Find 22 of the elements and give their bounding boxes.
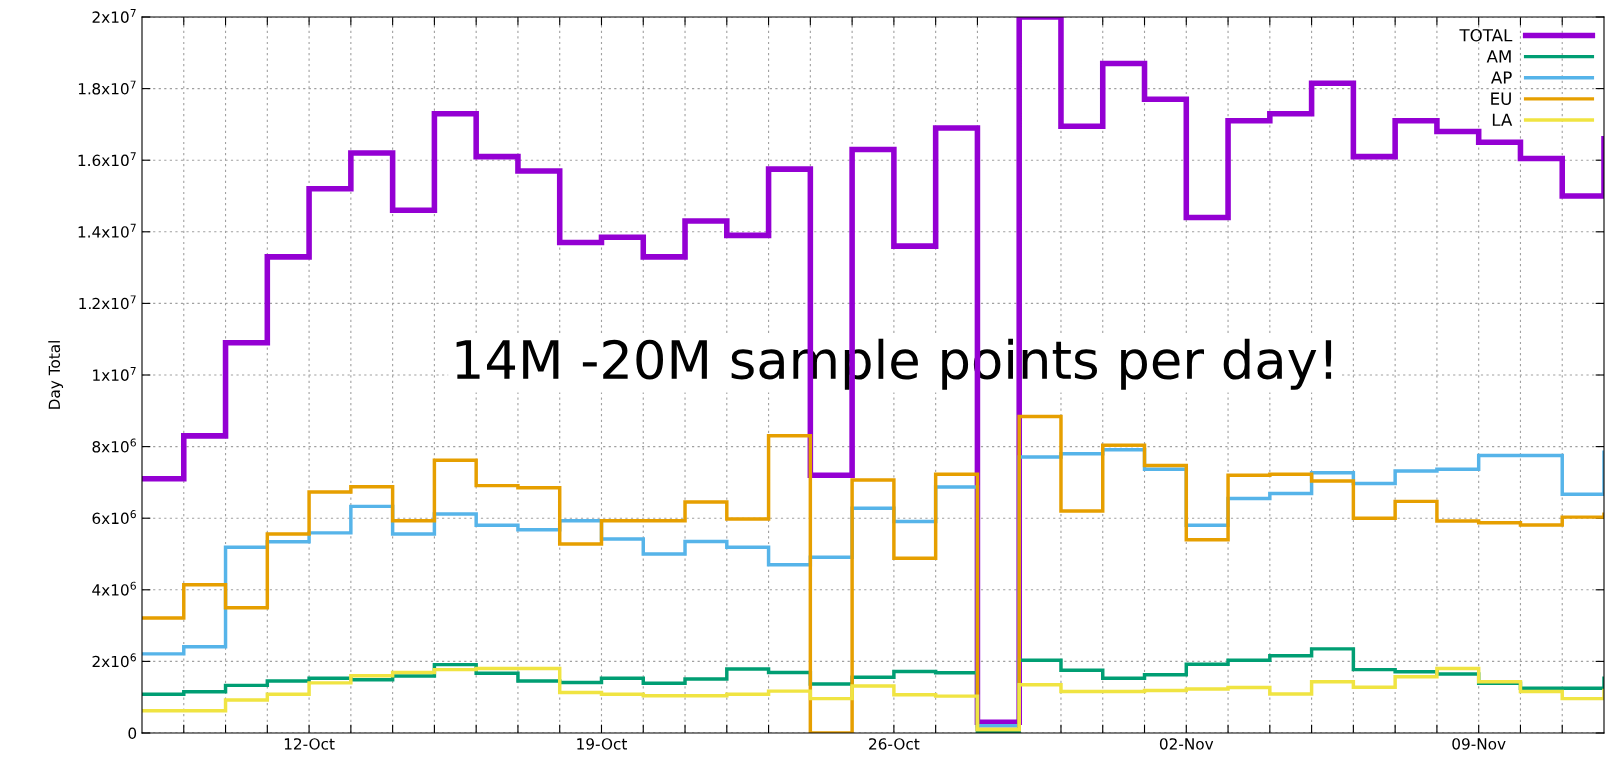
y-tick-label: 4x10$^{6}$ [92, 581, 136, 596]
legend-label: LA [1492, 113, 1513, 126]
legend-label: AP [1491, 71, 1512, 84]
y-tick-label: 0 [128, 727, 137, 740]
x-tick-label: 09-Nov [1452, 738, 1506, 750]
y-tick-label: 1.8x10$^{7}$ [78, 80, 136, 95]
y-tick-label: 1.2x10$^{7}$ [79, 295, 136, 310]
y-tick-label: 2x10$^{7}$ [92, 9, 136, 23]
y-tick-label: 1.6x10$^{7}$ [78, 152, 136, 167]
legend-label: TOTAL [1459, 28, 1513, 42]
y-tick-label: 2x10$^{6}$ [92, 653, 136, 668]
legend-label: AM [1486, 50, 1511, 63]
y-tick-label: 1x10$^{7}$ [93, 367, 136, 381]
x-tick-label: 26-Oct [869, 738, 920, 750]
y-tick-label: 1.4x10$^{7}$ [78, 223, 136, 238]
x-tick-label: 19-Oct [577, 738, 628, 750]
x-tick-label: 12-Oct [284, 738, 335, 750]
legend-label: EU [1491, 92, 1511, 105]
y-tick-label: 8x10$^{6}$ [92, 438, 136, 453]
y-axis-title: Day Total [48, 341, 64, 409]
y-tick-label: 6x10$^{6}$ [92, 510, 136, 525]
x-tick-label: 02-Nov [1159, 738, 1214, 750]
